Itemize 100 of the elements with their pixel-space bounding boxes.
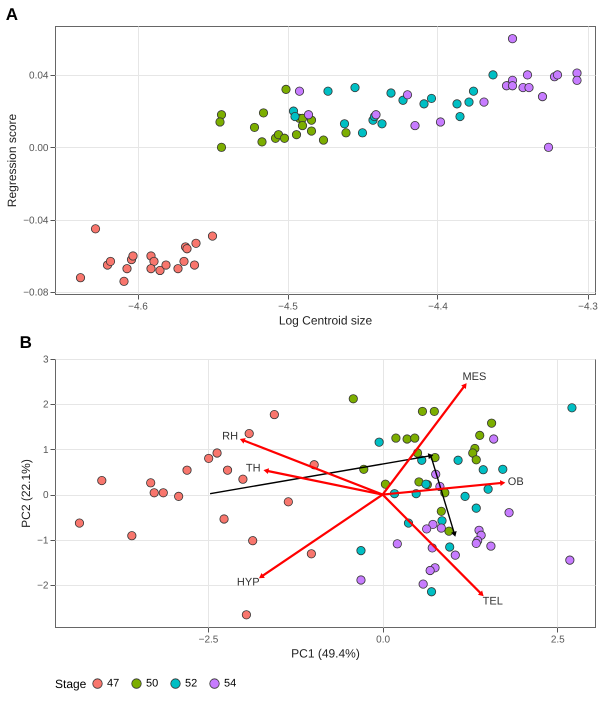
point xyxy=(106,256,116,266)
point xyxy=(472,504,481,513)
point xyxy=(208,231,218,241)
point xyxy=(500,480,506,486)
legend-label: 50 xyxy=(146,678,158,690)
point xyxy=(436,523,446,533)
annotation: RH xyxy=(222,430,238,442)
y-tick-label: 3 xyxy=(42,354,49,366)
point xyxy=(468,448,478,458)
point xyxy=(204,454,214,463)
x-tick-label: −4.3 xyxy=(578,302,598,312)
point xyxy=(414,477,424,486)
point xyxy=(341,128,351,138)
y-tick-label: 0.00 xyxy=(29,142,49,154)
point xyxy=(430,406,439,416)
point xyxy=(402,434,412,444)
point xyxy=(304,110,314,120)
legend-label: 52 xyxy=(185,678,198,690)
point xyxy=(374,438,384,447)
point xyxy=(445,542,454,552)
point xyxy=(391,434,400,443)
point xyxy=(240,438,246,444)
point xyxy=(258,108,268,118)
point xyxy=(428,520,438,529)
point xyxy=(538,92,548,102)
point xyxy=(292,130,302,140)
point xyxy=(410,434,420,443)
point xyxy=(119,276,129,286)
point xyxy=(257,137,267,146)
point xyxy=(472,538,481,548)
y-tick-label: 0.04 xyxy=(29,70,49,82)
point xyxy=(524,82,534,92)
point xyxy=(298,121,308,130)
x-tick-label: 0.0 xyxy=(376,634,391,646)
point xyxy=(97,476,106,486)
point xyxy=(174,492,184,501)
annotation: TEL xyxy=(482,596,503,608)
y-tick-label: 1 xyxy=(42,444,49,456)
annotation: TH xyxy=(246,462,261,475)
point xyxy=(216,110,226,120)
x-axis-title: Log Centroid size xyxy=(278,314,373,328)
chart-title: A xyxy=(6,5,18,24)
y-tick-label: 2 xyxy=(42,400,49,411)
point xyxy=(478,465,488,474)
point xyxy=(386,88,396,98)
point xyxy=(479,97,489,107)
y-tick-label: 0 xyxy=(42,490,49,502)
x-tick-label: 2.5 xyxy=(550,634,566,646)
point xyxy=(173,264,183,274)
point xyxy=(567,403,577,412)
point xyxy=(146,478,156,488)
point xyxy=(422,524,432,534)
point xyxy=(150,488,159,498)
point xyxy=(436,506,446,516)
point xyxy=(182,466,192,475)
legend-label: 54 xyxy=(224,678,236,690)
point xyxy=(128,251,138,261)
point xyxy=(263,468,270,474)
x-tick-label: −4.6 xyxy=(128,302,148,312)
point xyxy=(358,128,368,138)
point xyxy=(464,97,474,107)
point xyxy=(472,455,481,464)
point xyxy=(486,542,496,551)
point xyxy=(402,90,412,100)
point xyxy=(76,273,86,282)
point xyxy=(219,514,229,524)
point xyxy=(488,70,498,80)
point xyxy=(426,94,436,104)
point xyxy=(436,117,446,127)
point xyxy=(377,119,387,128)
x-tick-label: −4.4 xyxy=(428,302,448,312)
point xyxy=(356,546,366,556)
point xyxy=(572,76,582,85)
point xyxy=(484,484,493,494)
point xyxy=(191,238,201,248)
point xyxy=(238,474,248,484)
annotation: HYP xyxy=(236,576,260,588)
legend-label: 47 xyxy=(107,678,120,690)
point xyxy=(450,550,460,560)
point xyxy=(290,112,300,122)
point xyxy=(419,99,429,108)
point xyxy=(508,34,518,44)
annotation: MES xyxy=(462,371,486,384)
point xyxy=(504,508,514,518)
point xyxy=(475,430,484,440)
point xyxy=(127,531,136,540)
point xyxy=(294,86,304,96)
point xyxy=(452,99,462,108)
point xyxy=(418,406,428,416)
point xyxy=(552,70,562,80)
point xyxy=(161,260,171,270)
x-axis-title: PC1 (49.4%) xyxy=(291,646,360,660)
point xyxy=(281,84,291,94)
point xyxy=(222,466,232,475)
point xyxy=(498,464,508,474)
annotation: OB xyxy=(508,476,524,488)
point xyxy=(155,266,165,276)
point xyxy=(280,134,290,143)
point xyxy=(392,539,402,548)
point xyxy=(306,549,316,558)
